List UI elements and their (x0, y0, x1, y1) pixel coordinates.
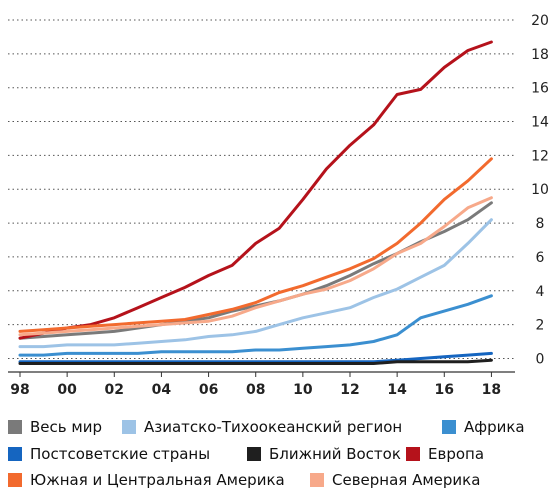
y-tick-label: 20 (531, 13, 549, 29)
x-tick-label: 12 (340, 382, 359, 398)
series-line (18, 196, 493, 337)
y-tick-label: 18 (531, 47, 549, 63)
y-tick-label: 2 (536, 318, 545, 334)
legend-label: Весь мир (30, 418, 102, 436)
x-tick-label: 06 (199, 382, 218, 398)
series-line (18, 218, 493, 349)
x-tick-label: 98 (10, 382, 29, 398)
legend-label: Южная и Центральная Америка (30, 471, 285, 489)
y-tick-label: 4 (536, 284, 545, 300)
x-tick-label: 00 (57, 382, 77, 398)
series-line (18, 358, 493, 365)
y-tick-label: 0 (536, 351, 545, 367)
legend-swatch (8, 447, 22, 461)
grid-lines (8, 19, 515, 359)
y-tick-label: 16 (531, 81, 549, 97)
series-line (18, 294, 493, 357)
x-tick-label: 16 (435, 382, 454, 398)
legend-swatch (247, 447, 261, 461)
x-tick-label: 02 (105, 382, 124, 398)
x-tick-label: 08 (246, 382, 265, 398)
x-tick-label: 04 (152, 382, 172, 398)
series-lines (18, 40, 493, 365)
y-tick-label: 6 (536, 250, 545, 266)
x-tick-label: 18 (482, 382, 501, 398)
legend-swatch (8, 473, 22, 487)
legend-swatch (122, 420, 136, 434)
y-tick-label: 10 (531, 182, 549, 198)
legend-label: Африка (464, 418, 525, 436)
legend-swatch (406, 447, 420, 461)
series-line (18, 351, 493, 364)
legend: Весь мир Азиатско-Тихоокеанский регион Афр… (8, 418, 525, 489)
y-tick-label: 12 (531, 148, 549, 164)
series-line (18, 40, 493, 340)
legend-label: Азиатско-Тихоокеанский регион (144, 418, 402, 436)
legend-label: Ближний Восток (269, 445, 401, 463)
y-tick-label: 8 (536, 216, 545, 232)
legend-label: Европа (428, 445, 484, 463)
x-tick-label: 14 (387, 382, 407, 398)
legend-label: Северная Америка (332, 471, 480, 489)
y-tick-label: 14 (531, 115, 549, 131)
legend-swatch (310, 473, 324, 487)
legend-swatch (8, 420, 22, 434)
series-line (18, 157, 493, 333)
legend-swatch (442, 420, 456, 434)
x-tick-label: 10 (293, 382, 313, 398)
legend-label: Постсоветские страны (30, 445, 210, 463)
